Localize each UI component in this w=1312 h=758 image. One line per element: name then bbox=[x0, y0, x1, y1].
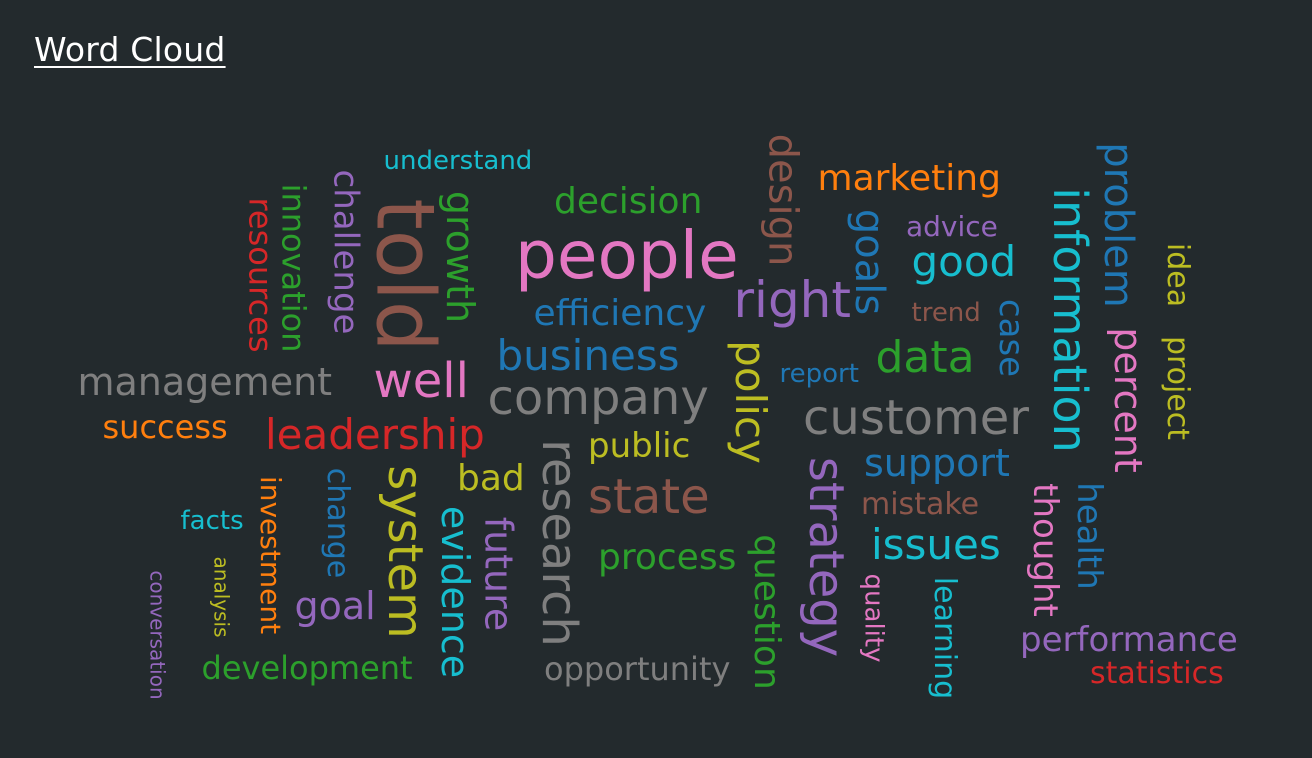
word-health: health bbox=[1068, 482, 1109, 590]
word-people: people bbox=[515, 217, 739, 294]
word-development: development bbox=[201, 649, 413, 687]
word-understand: understand bbox=[383, 146, 533, 176]
word-customer: customer bbox=[803, 390, 1030, 446]
word-change: change bbox=[320, 467, 356, 579]
word-resources: resources bbox=[241, 197, 280, 353]
word-information: information bbox=[1042, 187, 1097, 453]
word-learning: learning bbox=[927, 576, 963, 700]
word-research: research bbox=[530, 439, 587, 647]
word-advice: advice bbox=[906, 210, 998, 243]
word-public: public bbox=[588, 426, 691, 466]
word-well: well bbox=[373, 353, 469, 409]
word-analysis: analysis bbox=[208, 556, 233, 638]
word-process: process bbox=[598, 537, 737, 578]
word-marketing: marketing bbox=[817, 158, 1001, 199]
word-right: right bbox=[733, 271, 851, 329]
word-success: success bbox=[102, 408, 228, 446]
word-leadership: leadership bbox=[265, 410, 485, 459]
word-goal: goal bbox=[294, 584, 376, 628]
word-innovation: innovation bbox=[273, 183, 312, 353]
word-company: company bbox=[487, 370, 709, 426]
word-told: told bbox=[358, 198, 452, 352]
word-conversation: conversation bbox=[145, 570, 170, 700]
page-title: Word Cloud bbox=[34, 30, 226, 69]
word-opportunity: opportunity bbox=[544, 650, 731, 688]
word-decision: decision bbox=[554, 181, 703, 222]
word-challenge: challenge bbox=[324, 169, 365, 335]
word-system: system bbox=[376, 465, 433, 639]
word-issues: issues bbox=[871, 520, 1001, 569]
word-facts: facts bbox=[180, 506, 244, 536]
word-bad: bad bbox=[457, 458, 525, 499]
word-evidence: evidence bbox=[433, 505, 478, 679]
word-policy: policy bbox=[725, 340, 775, 464]
word-data: data bbox=[875, 332, 975, 383]
word-design: design bbox=[758, 133, 805, 267]
word-strategy: strategy bbox=[798, 456, 855, 658]
word-state: state bbox=[588, 469, 710, 525]
word-management: management bbox=[77, 360, 333, 404]
word-problem: problem bbox=[1094, 142, 1141, 308]
word-report: report bbox=[779, 359, 859, 389]
word-good: good bbox=[911, 237, 1017, 286]
word-business: business bbox=[496, 331, 680, 380]
word-statistics: statistics bbox=[1090, 656, 1224, 691]
word-efficiency: efficiency bbox=[533, 293, 707, 334]
word-support: support bbox=[864, 441, 1010, 485]
word-mistake: mistake bbox=[861, 487, 980, 522]
word-idea: idea bbox=[1160, 242, 1196, 308]
word-percent: percent bbox=[1105, 327, 1150, 473]
word-quality: quality bbox=[857, 573, 888, 663]
word-question: question bbox=[745, 534, 787, 690]
word-project: project bbox=[1160, 335, 1196, 441]
word-future: future bbox=[475, 516, 520, 632]
word-goals: goals bbox=[846, 208, 893, 316]
word-case: case bbox=[991, 298, 1032, 378]
word-investment: investment bbox=[254, 475, 288, 635]
word-thought: thought bbox=[1024, 483, 1065, 617]
word-growth: growth bbox=[438, 190, 483, 324]
word-performance: performance bbox=[1020, 620, 1238, 660]
word-trend: trend bbox=[911, 298, 981, 328]
